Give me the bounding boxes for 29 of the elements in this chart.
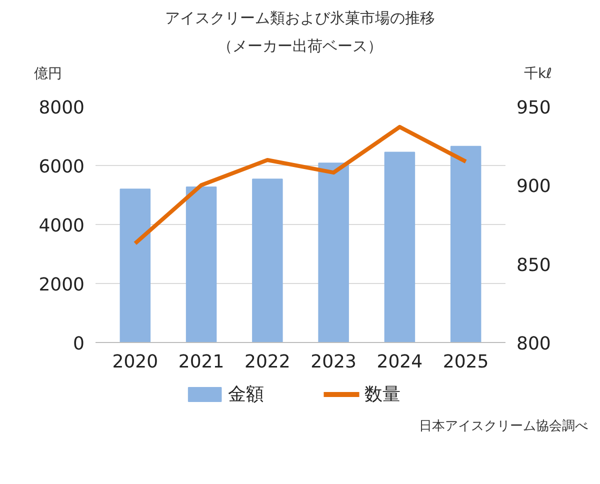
y-tick-label: 6000 xyxy=(38,156,85,178)
legend-label: 数量 xyxy=(364,384,401,405)
bar xyxy=(318,162,349,342)
y-tick-label: 2000 xyxy=(38,274,85,296)
bar xyxy=(186,186,217,342)
x-tick-label: 2021 xyxy=(178,352,224,372)
y-tick-label: 4000 xyxy=(38,216,85,236)
y-axis-title: 億円 xyxy=(34,65,62,84)
y-tick-label: 0 xyxy=(73,334,84,354)
y2-tick-label: 800 xyxy=(516,334,551,354)
chart-subtitle: （メーカー出荷ベース） xyxy=(216,36,384,57)
x-tick-label: 2023 xyxy=(310,352,356,372)
x-tick-label: 2025 xyxy=(442,352,489,372)
x-tick-label: 2022 xyxy=(244,352,290,372)
y2-axis-title: 千kℓ xyxy=(524,65,552,84)
legend-label: 金額 xyxy=(228,384,264,405)
x-tick-label: 2024 xyxy=(376,352,423,372)
bar xyxy=(120,188,151,342)
y2-tick-label: 850 xyxy=(516,254,551,276)
line-series xyxy=(133,124,468,246)
text: 日本アイスクリーム協会調べ xyxy=(418,418,588,436)
bar xyxy=(450,146,482,342)
y2-tick-label: 950 xyxy=(516,98,551,118)
x-tick-label: 2020 xyxy=(112,352,158,372)
bar xyxy=(384,152,416,342)
bar xyxy=(252,178,283,342)
chart-title: アイスクリーム類および氷菓市場の推移 xyxy=(164,8,436,29)
y2-tick-label: 900 xyxy=(516,176,551,198)
y-tick-label: 8000 xyxy=(38,98,85,118)
